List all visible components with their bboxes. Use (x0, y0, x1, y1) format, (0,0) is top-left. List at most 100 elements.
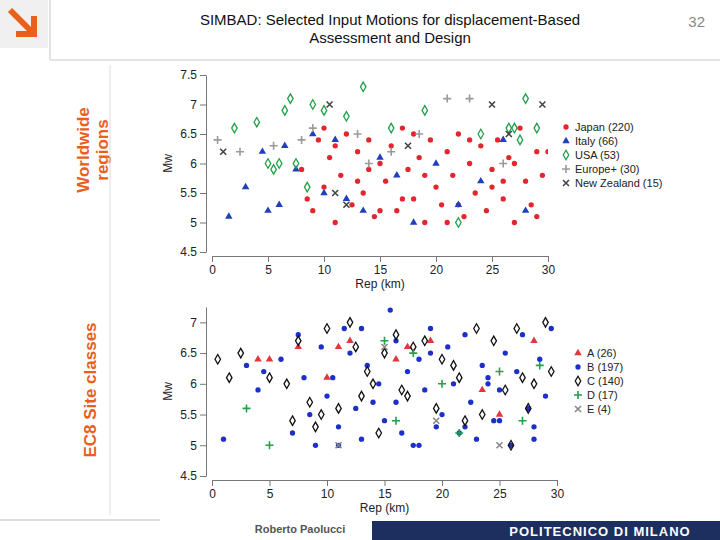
point (445, 220, 450, 225)
y-tick-mark (200, 476, 206, 477)
legend: A (26)B (197)C (140)D (17)E (4) (574, 347, 624, 415)
y-tick: 6 (190, 157, 206, 171)
x-tick: 0 (209, 480, 216, 501)
x-tick-mark (380, 256, 381, 262)
point (455, 429, 463, 437)
point (461, 214, 466, 219)
x-tick-label: 10 (318, 263, 332, 277)
y-tick-label: 7 (190, 316, 197, 330)
point (381, 337, 389, 345)
point (324, 393, 329, 398)
y-tick-label: 4.5 (180, 245, 197, 259)
point (455, 201, 462, 207)
point (319, 344, 324, 349)
point (370, 400, 375, 405)
point (360, 82, 365, 91)
legend-swatch (575, 376, 580, 385)
legend-swatch (563, 150, 568, 159)
y-tick: 7 (190, 316, 206, 330)
x-tick-label: 30 (551, 487, 565, 501)
point (508, 441, 513, 450)
point (338, 173, 343, 178)
x-tick-mark (212, 480, 213, 486)
x-tick-mark (492, 256, 493, 262)
point (389, 143, 394, 148)
point (376, 381, 381, 386)
point (512, 123, 517, 132)
x-tick: 0 (209, 256, 216, 277)
point (531, 379, 536, 388)
point (491, 418, 496, 423)
point (214, 136, 222, 144)
point (310, 100, 315, 109)
point (267, 373, 272, 382)
slide-title: Assessment and Design (309, 29, 471, 46)
point (361, 190, 366, 195)
point (434, 424, 439, 429)
point (336, 404, 341, 413)
x-tick: 15 (374, 256, 388, 277)
point (443, 95, 451, 103)
x-tick-mark (212, 256, 213, 262)
point (236, 148, 244, 156)
y-tick: 6.5 (180, 127, 206, 141)
point (523, 179, 528, 184)
point (238, 348, 243, 357)
point (388, 307, 393, 312)
point (520, 332, 525, 337)
y-tick-label: 6 (190, 377, 197, 391)
point (514, 369, 519, 374)
x-tick: 25 (486, 256, 500, 277)
y-tick-mark (200, 223, 206, 224)
point (372, 214, 377, 219)
point (422, 387, 427, 392)
point (321, 106, 326, 115)
point (388, 123, 393, 132)
point (467, 137, 472, 142)
page-number: 32 (688, 13, 705, 30)
point (534, 214, 539, 219)
y-tick-mark (200, 193, 206, 194)
point (529, 202, 534, 207)
point (299, 167, 304, 172)
point (227, 373, 232, 382)
point (296, 336, 301, 345)
point (433, 418, 439, 424)
header-divider (50, 0, 51, 60)
point (485, 381, 490, 386)
point (255, 387, 260, 392)
y-tick: 5 (190, 439, 206, 453)
slide-title: SIMBAD: Selected Input Motions for displ… (200, 11, 580, 28)
point (377, 161, 382, 166)
point (484, 208, 489, 213)
point (327, 102, 333, 108)
series (221, 307, 554, 447)
footer-rule (0, 520, 160, 521)
point (399, 385, 404, 394)
point (304, 182, 309, 191)
point (333, 220, 338, 225)
point (489, 167, 494, 172)
x-tick-mark (500, 480, 501, 486)
institution: POLITECNICO DI MILANO (509, 524, 690, 539)
point (353, 406, 358, 411)
legend-label: C (140) (587, 375, 624, 387)
x-tick: 10 (321, 480, 335, 501)
point (405, 143, 411, 149)
y-tick-mark (200, 252, 206, 253)
point (307, 412, 312, 417)
point (343, 202, 349, 208)
x-tick-mark (557, 480, 558, 486)
point (242, 183, 249, 189)
y-tick-label: 7.5 (180, 68, 197, 82)
legend-label: Japan (220) (575, 121, 634, 133)
point (427, 337, 434, 343)
point (355, 149, 360, 154)
point (353, 342, 358, 351)
point (534, 123, 539, 132)
point (422, 336, 427, 345)
side-label-line: EC8 Site classes (81, 322, 100, 457)
point (405, 369, 410, 374)
point (324, 324, 329, 333)
y-tick: 5 (190, 216, 206, 230)
